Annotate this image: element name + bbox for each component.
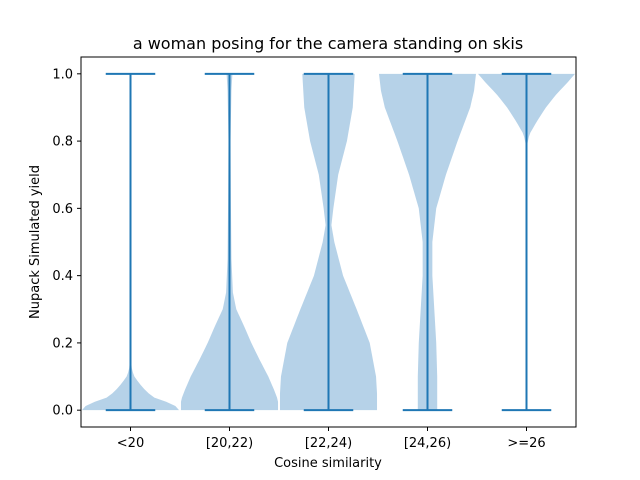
x-tick-label-4: >=26	[507, 436, 545, 451]
y-tick-label-5: 1.0	[52, 67, 73, 82]
y-tick-label-0: 0.0	[52, 404, 73, 419]
y-axis-label: Nupack Simulated yield	[28, 165, 43, 319]
y-tick-label-4: 0.8	[52, 135, 73, 150]
chart-title: a woman posing for the camera standing o…	[133, 34, 523, 53]
x-tick-label-1: [20,22)	[206, 436, 253, 451]
plot-area	[81, 72, 576, 412]
y-tick-label-2: 0.4	[52, 269, 73, 284]
y-tick-label-3: 0.6	[52, 202, 73, 217]
axes: 0.0 0.2 0.4 0.6 0.8 1.0 <20 [20,22) [22,24) [24,2…	[52, 67, 545, 451]
x-tick-label-3: [24,26)	[404, 436, 451, 451]
x-tick-label-2: [22,24)	[305, 436, 352, 451]
x-tick-label-0: <20	[117, 436, 144, 451]
y-tick-label-1: 0.2	[52, 336, 73, 351]
x-axis-label: Cosine similarity	[274, 456, 382, 471]
